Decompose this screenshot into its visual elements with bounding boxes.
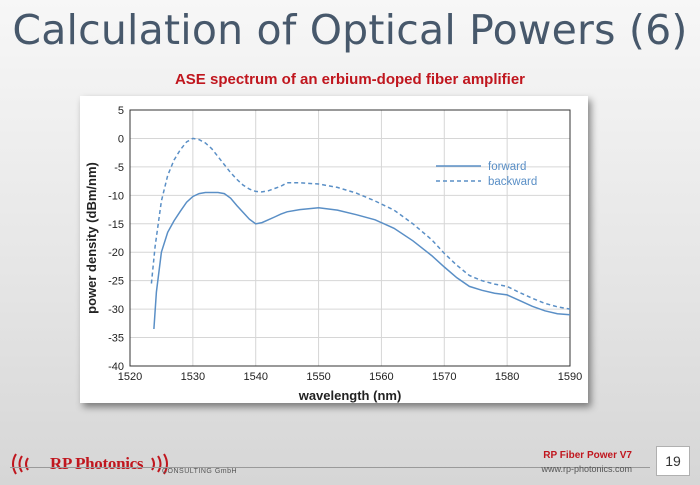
series-line-forward: [153, 191, 571, 330]
x-axis-label: wavelength (nm): [298, 388, 402, 403]
plot-frame: [129, 109, 571, 367]
logo-waves-icon: [12, 453, 168, 475]
rp-photonics-logo: RP Photonics: [12, 450, 192, 478]
x-axis-ticks: 1520 1530 1540 1550 1560 1570 1580 1590: [118, 371, 582, 383]
y-tick-label: 0: [118, 133, 124, 145]
y-axis-ticks: 5 0 -5 -10 -15 -20 -25 -30 -35 -40: [108, 105, 124, 373]
product-name: RP Fiber Power V7: [543, 450, 632, 461]
y-tick-label: -40: [108, 361, 124, 373]
x-tick-label: 1520: [118, 371, 142, 383]
x-tick-label: 1540: [243, 371, 267, 383]
x-tick-label: 1530: [181, 371, 205, 383]
legend-label-forward: forward: [488, 161, 526, 173]
chart-title: ASE spectrum of an erbium-doped fiber am…: [174, 71, 526, 88]
y-tick-label: -35: [108, 333, 124, 345]
y-tick-label: -25: [108, 276, 124, 288]
ase-spectrum-chart: 50-5-10-15-20-25-30-35-40 1520 1530 1540 15…: [84, 105, 582, 403]
footer: RP Photonics CONSULTING GmbH RP Fiber Po…: [0, 440, 700, 485]
page-number: 19: [656, 446, 690, 476]
slide-title: Calculation of Optical Powers (6): [12, 6, 688, 54]
series-line-backward: [150, 137, 571, 310]
footer-divider: [10, 467, 650, 468]
chart-series: [150, 137, 571, 330]
website-url[interactable]: www.rp-photonics.com: [541, 464, 632, 474]
legend-label-backward: backward: [488, 176, 537, 188]
y-tick-label: -10: [108, 190, 124, 202]
y-tick-label: -30: [108, 304, 124, 316]
logo-text: RP Photonics: [50, 454, 144, 473]
x-tick-label: 1580: [495, 371, 519, 383]
chart-card: 5 0 -5 -10 -15 -20 -25 -30 -35 -40 1520 1530 1540 15…: [80, 96, 588, 403]
x-tick-label: 1570: [432, 371, 456, 383]
y-tick-label: -20: [108, 247, 124, 259]
x-tick-label: 1550: [306, 371, 330, 383]
consulting-text: CONSULTING GmbH: [162, 468, 238, 475]
y-axis-label: power density (dBm/nm): [84, 162, 99, 314]
x-tick-label: 1560: [369, 371, 393, 383]
y-tick-label: 5: [118, 105, 124, 117]
chart-legend: forward backward: [436, 161, 537, 188]
chart-grid: [129, 109, 571, 367]
y-tick-label: -5: [114, 162, 124, 174]
y-tick-label: -15: [108, 219, 124, 231]
x-tick-label: 1590: [558, 371, 582, 383]
